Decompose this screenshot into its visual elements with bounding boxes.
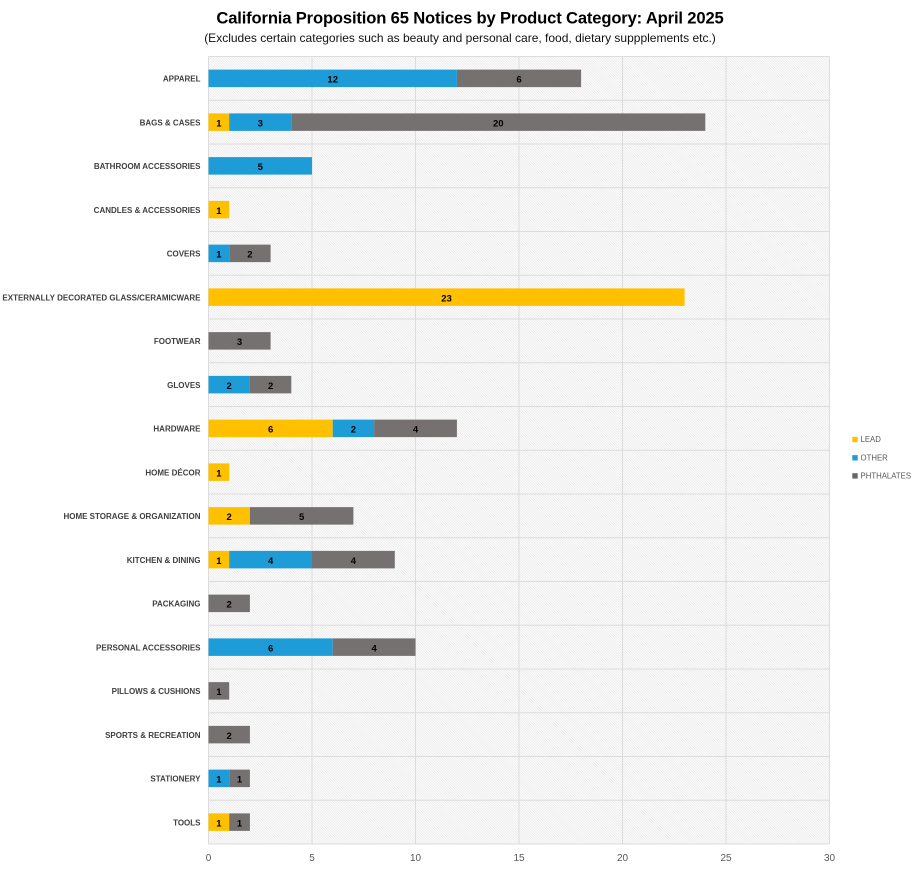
svg-text:2: 2 — [227, 381, 232, 392]
svg-text:5: 5 — [258, 162, 264, 173]
svg-text:4: 4 — [413, 425, 419, 436]
svg-text:3: 3 — [258, 118, 263, 129]
svg-text:(Excludes certain categories s: (Excludes certain categories such as bea… — [204, 31, 716, 45]
svg-text:1: 1 — [216, 556, 222, 567]
svg-text:2: 2 — [227, 512, 232, 523]
svg-text:PHTHALATES: PHTHALATES — [861, 472, 912, 481]
svg-text:HARDWARE: HARDWARE — [153, 425, 201, 434]
svg-text:2: 2 — [268, 381, 273, 392]
svg-text:1: 1 — [237, 775, 243, 786]
svg-text:10: 10 — [410, 853, 422, 864]
svg-text:15: 15 — [513, 853, 525, 864]
svg-text:6: 6 — [268, 425, 273, 436]
svg-text:EXTERNALLY DECORATED GLASS/CER: EXTERNALLY DECORATED GLASS/CERAMICWARE — [2, 293, 201, 302]
svg-text:KITCHEN & DINING: KITCHEN & DINING — [127, 556, 201, 565]
svg-text:1: 1 — [237, 818, 243, 829]
svg-text:SPORTS & RECREATION: SPORTS & RECREATION — [105, 731, 201, 740]
svg-text:FOOTWEAR: FOOTWEAR — [154, 337, 201, 346]
svg-text:1: 1 — [216, 118, 222, 129]
svg-text:23: 23 — [441, 293, 452, 304]
svg-text:HOME DÉCOR: HOME DÉCOR — [145, 468, 200, 477]
svg-text:0: 0 — [206, 853, 212, 864]
svg-text:HOME STORAGE & ORGANIZATION: HOME STORAGE & ORGANIZATION — [63, 512, 200, 521]
svg-text:GLOVES: GLOVES — [167, 381, 201, 390]
svg-text:BAGS & CASES: BAGS & CASES — [140, 118, 202, 127]
svg-text:TOOLS: TOOLS — [173, 818, 201, 827]
svg-text:20: 20 — [493, 118, 504, 129]
svg-text:25: 25 — [720, 853, 732, 864]
svg-text:4: 4 — [351, 556, 357, 567]
svg-text:1: 1 — [216, 818, 222, 829]
svg-text:1: 1 — [216, 206, 222, 217]
svg-text:COVERS: COVERS — [167, 250, 201, 259]
svg-text:2: 2 — [227, 731, 232, 742]
svg-text:CANDLES & ACCESSORIES: CANDLES & ACCESSORIES — [94, 206, 201, 215]
svg-text:20: 20 — [617, 853, 629, 864]
svg-text:4: 4 — [371, 643, 377, 654]
svg-text:12: 12 — [327, 75, 338, 86]
svg-text:2: 2 — [227, 600, 232, 611]
svg-text:LEAD: LEAD — [861, 435, 882, 444]
svg-text:BATHROOM ACCESSORIES: BATHROOM ACCESSORIES — [94, 162, 201, 171]
svg-text:OTHER: OTHER — [861, 453, 889, 462]
svg-text:STATIONERY: STATIONERY — [150, 775, 201, 784]
svg-text:PILLOWS & CUSHIONS: PILLOWS & CUSHIONS — [112, 687, 202, 696]
svg-text:PACKAGING: PACKAGING — [152, 600, 200, 609]
svg-text:2: 2 — [351, 425, 356, 436]
svg-text:1: 1 — [216, 775, 222, 786]
svg-text:1: 1 — [216, 687, 222, 698]
svg-text:2: 2 — [247, 250, 252, 261]
svg-text:4: 4 — [268, 556, 274, 567]
svg-text:PERSONAL ACCESSORIES: PERSONAL ACCESSORIES — [96, 643, 201, 652]
svg-text:APPAREL: APPAREL — [163, 75, 201, 84]
svg-text:California Proposition 65 Noti: California Proposition 65 Notices by Pro… — [216, 9, 723, 28]
svg-text:6: 6 — [516, 75, 521, 86]
svg-text:5: 5 — [309, 853, 315, 864]
svg-text:5: 5 — [299, 512, 305, 523]
svg-text:1: 1 — [216, 468, 222, 479]
svg-text:6: 6 — [268, 643, 273, 654]
svg-text:30: 30 — [824, 853, 836, 864]
svg-text:3: 3 — [237, 337, 242, 348]
svg-text:1: 1 — [216, 250, 222, 261]
